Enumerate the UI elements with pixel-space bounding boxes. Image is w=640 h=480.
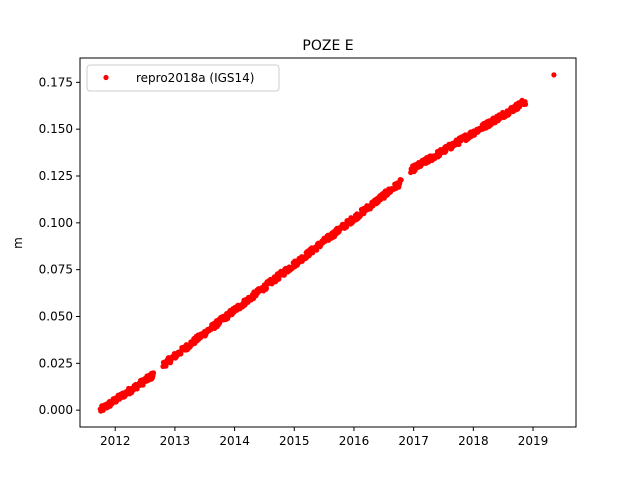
x-tick-label: 2019 [518, 434, 549, 448]
x-tick-label: 2015 [279, 434, 310, 448]
y-tick-label: 0.175 [39, 75, 73, 89]
data-points [97, 72, 557, 414]
y-tick-label: 0.050 [39, 309, 73, 323]
data-point [314, 247, 320, 253]
plot-frame [79, 57, 577, 428]
y-tick-label: 0.025 [39, 356, 73, 370]
data-point [343, 224, 350, 230]
y-tick-label: 0.075 [39, 263, 73, 277]
data-point [398, 177, 404, 183]
x-tick-label: 2016 [339, 434, 370, 448]
x-tick-label: 2018 [458, 434, 489, 448]
chart-title: POZE E [302, 38, 353, 54]
legend-box [86, 64, 280, 92]
y-axis-label: m [11, 237, 25, 249]
legend: repro2018a (IGS14) [86, 64, 280, 92]
y-tick-label: 0.125 [39, 169, 73, 183]
data-point [150, 370, 157, 376]
x-tick-label: 2013 [160, 434, 191, 448]
data-point [551, 72, 557, 78]
data-point [263, 285, 270, 291]
data-point [522, 101, 529, 107]
y-tick-label: 0.150 [39, 122, 73, 136]
legend-marker [103, 74, 109, 81]
x-tick-label: 2017 [398, 434, 429, 448]
y-tick-label: 0.000 [39, 403, 73, 417]
x-tick-label: 2014 [219, 434, 250, 448]
y-axis-ticks: 0.000 0.025 0.050 0.075 0.100 0.125 0.150 0.175 [39, 75, 80, 417]
x-axis-ticks: 2012 2013 2014 2015 2016 2017 2018 2019 [100, 427, 548, 448]
legend-label: repro2018a (IGS14) [136, 71, 254, 85]
y-tick-label: 0.100 [39, 216, 73, 230]
x-tick-label: 2012 [100, 434, 131, 448]
